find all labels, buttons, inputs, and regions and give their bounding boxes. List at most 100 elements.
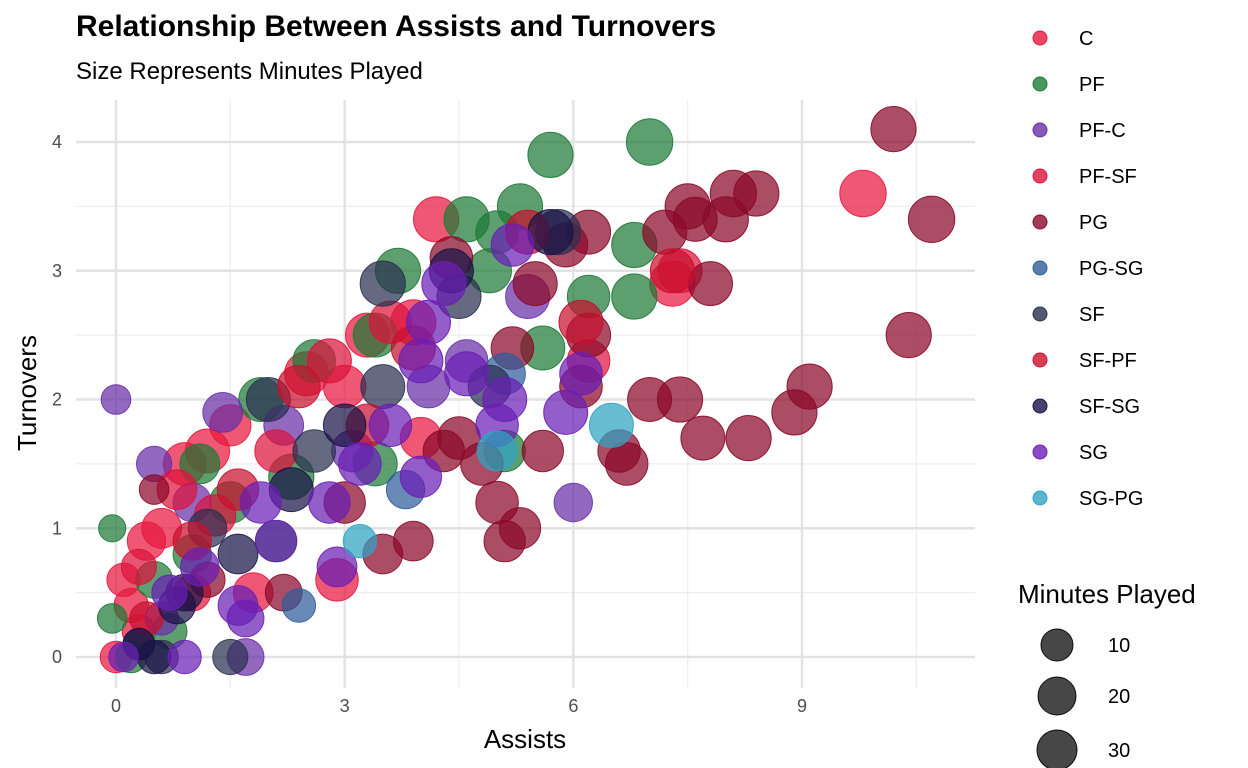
data-point: [120, 548, 157, 586]
x-axis-ticks: 0 3 6 9: [111, 696, 807, 716]
data-point: [527, 131, 574, 178]
data-point: [521, 429, 564, 473]
size-legend-title: Minutes Played: [1018, 579, 1196, 609]
data-point: [611, 273, 658, 320]
y-tick-label: 4: [52, 132, 62, 152]
data-point: [444, 351, 490, 397]
legend-label: PF-C: [1079, 120, 1126, 142]
y-tick-label: 1: [52, 518, 62, 538]
data-point: [100, 384, 132, 415]
size-legend-swatch: [1037, 676, 1077, 716]
legend-label: PG-SG: [1079, 258, 1143, 280]
data-point: [490, 223, 535, 267]
legend-item: SF: [1032, 304, 1105, 326]
x-tick-label: 9: [797, 696, 807, 716]
data-point: [98, 514, 127, 543]
y-tick-label: 3: [52, 261, 62, 281]
size-legend-item: 30: [1036, 729, 1130, 768]
data-point: [907, 195, 956, 244]
data-point: [482, 377, 528, 422]
legend-item: SF-PF: [1032, 350, 1137, 372]
data-point: [399, 455, 443, 498]
legend-swatch: [1032, 398, 1048, 414]
legend-label: SF-PF: [1079, 350, 1137, 372]
legend-label: SF: [1079, 304, 1105, 326]
data-point: [338, 442, 382, 486]
data-point: [498, 507, 542, 550]
data-point: [254, 519, 298, 563]
data-point: [292, 429, 337, 473]
size-legend-label: 30: [1108, 740, 1130, 762]
legend-swatch: [1032, 122, 1048, 138]
y-tick-label: 0: [52, 647, 62, 667]
legend-item: PF-C: [1032, 120, 1126, 142]
size-legend-swatch: [1036, 729, 1078, 768]
y-tick-label: 2: [52, 390, 62, 410]
data-point: [406, 299, 451, 345]
legend-swatch: [1032, 352, 1048, 368]
x-axis-title: Assists: [484, 724, 566, 754]
data-point: [167, 639, 202, 675]
data-point: [688, 261, 733, 307]
legend-item: PF-SF: [1032, 166, 1137, 188]
data-point: [226, 599, 265, 638]
legend-item: C: [1032, 28, 1093, 50]
legend-label: PF: [1079, 74, 1105, 96]
y-axis-title: Turnovers: [12, 335, 42, 451]
data-point: [680, 415, 726, 461]
data-point: [625, 118, 674, 166]
data-point: [277, 364, 321, 409]
legend-label: PF-SF: [1079, 166, 1137, 188]
data-point: [604, 442, 649, 486]
x-tick-label: 3: [340, 696, 350, 716]
data-point: [108, 641, 139, 673]
data-point: [359, 260, 406, 307]
legend-swatch: [1032, 260, 1048, 276]
data-point: [733, 170, 780, 217]
legend-label: SF-SG: [1079, 396, 1140, 418]
data-point: [151, 574, 188, 611]
legend-item: SF-SG: [1032, 396, 1140, 418]
data-point: [656, 376, 704, 423]
data-point: [212, 638, 249, 676]
chart-title: Relationship Between Assists and Turnove…: [76, 10, 717, 43]
legend-swatch: [1032, 168, 1048, 184]
data-point: [316, 546, 358, 588]
data-points: [96, 106, 956, 676]
data-point: [725, 415, 772, 462]
legend-label: PG: [1079, 212, 1108, 234]
legend-item: SG: [1032, 442, 1108, 464]
data-point: [180, 547, 220, 587]
size-legend-item: 10: [1040, 628, 1130, 662]
x-tick-label: 6: [568, 696, 578, 716]
data-point: [885, 312, 932, 359]
data-point: [839, 169, 887, 218]
data-point: [392, 520, 434, 562]
data-point: [239, 481, 282, 524]
size-legend-swatch: [1040, 628, 1074, 662]
data-point: [870, 106, 917, 153]
data-point: [281, 588, 317, 623]
data-point: [512, 261, 558, 307]
legend-swatch: [1032, 490, 1048, 506]
size-legend-item: 20: [1037, 676, 1130, 716]
data-point: [254, 429, 298, 473]
size-legend: Minutes Played 10 20 30: [1018, 579, 1196, 768]
data-point: [649, 248, 695, 294]
data-point: [558, 299, 604, 345]
data-point: [360, 364, 406, 410]
legend-item: PG: [1032, 212, 1108, 234]
data-point: [786, 363, 833, 410]
data-point: [202, 392, 244, 433]
legend-item: PG-SG: [1032, 258, 1143, 280]
data-point: [476, 430, 518, 472]
legend-label: C: [1079, 28, 1093, 50]
legend-label: SG: [1079, 442, 1108, 464]
x-tick-label: 0: [111, 696, 121, 716]
data-point: [368, 403, 413, 448]
size-legend-label: 20: [1108, 686, 1130, 708]
data-point: [421, 261, 467, 307]
size-legend-label: 10: [1108, 635, 1130, 657]
legend-swatch: [1032, 444, 1048, 460]
